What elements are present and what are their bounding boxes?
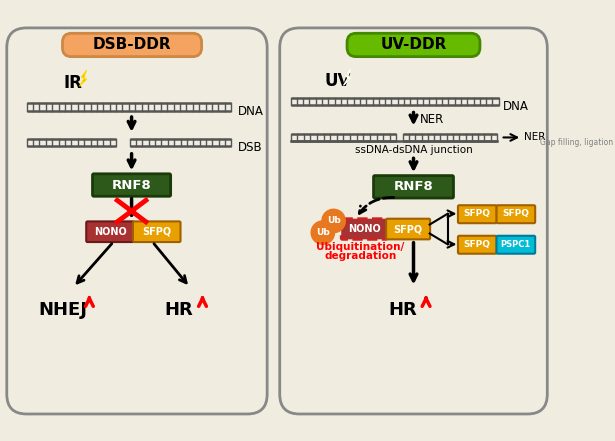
Text: Ub: Ub (316, 228, 330, 237)
Text: Ubiquitination/: Ubiquitination/ (316, 242, 405, 252)
Text: ssDNA-dsDNA junction: ssDNA-dsDNA junction (355, 145, 472, 155)
Polygon shape (79, 70, 87, 86)
FancyBboxPatch shape (458, 236, 496, 254)
FancyBboxPatch shape (496, 205, 535, 223)
Text: NONO: NONO (347, 224, 381, 234)
Text: Gap filling, ligation: Gap filling, ligation (540, 138, 613, 147)
Polygon shape (343, 69, 351, 86)
Text: DSB: DSB (237, 141, 262, 154)
FancyBboxPatch shape (347, 34, 480, 56)
Text: NER: NER (420, 113, 444, 126)
Text: PSPC1: PSPC1 (501, 240, 531, 249)
Text: degradation: degradation (324, 251, 397, 261)
Text: IR: IR (64, 74, 82, 92)
Text: UV-DDR: UV-DDR (380, 37, 446, 52)
FancyBboxPatch shape (92, 174, 170, 196)
FancyBboxPatch shape (63, 34, 202, 56)
Circle shape (322, 209, 345, 232)
Text: NHEJ: NHEJ (38, 301, 87, 319)
Text: DNA: DNA (237, 105, 263, 118)
Text: RNF8: RNF8 (394, 180, 434, 193)
Text: HR: HR (165, 301, 194, 319)
Text: Ub: Ub (327, 217, 341, 225)
Text: SFPQ: SFPQ (464, 240, 491, 249)
Text: NER: NER (524, 132, 546, 142)
Text: RNF8: RNF8 (112, 179, 151, 191)
Text: SFPQ: SFPQ (142, 227, 172, 237)
Text: SFPQ: SFPQ (502, 209, 530, 218)
Text: DNA: DNA (503, 100, 529, 112)
FancyBboxPatch shape (373, 176, 453, 198)
FancyBboxPatch shape (496, 236, 535, 254)
FancyBboxPatch shape (386, 219, 430, 239)
FancyBboxPatch shape (86, 221, 134, 242)
FancyBboxPatch shape (133, 221, 181, 242)
FancyBboxPatch shape (7, 28, 267, 414)
Text: NONO: NONO (93, 227, 127, 237)
Circle shape (311, 221, 335, 244)
Text: DSB-DDR: DSB-DDR (92, 37, 171, 52)
Text: UV: UV (324, 72, 351, 90)
FancyBboxPatch shape (458, 205, 496, 223)
Text: HR: HR (388, 301, 417, 319)
Text: SFPQ: SFPQ (464, 209, 491, 218)
FancyBboxPatch shape (280, 28, 547, 414)
FancyBboxPatch shape (341, 219, 387, 239)
Text: SFPQ: SFPQ (394, 224, 423, 234)
